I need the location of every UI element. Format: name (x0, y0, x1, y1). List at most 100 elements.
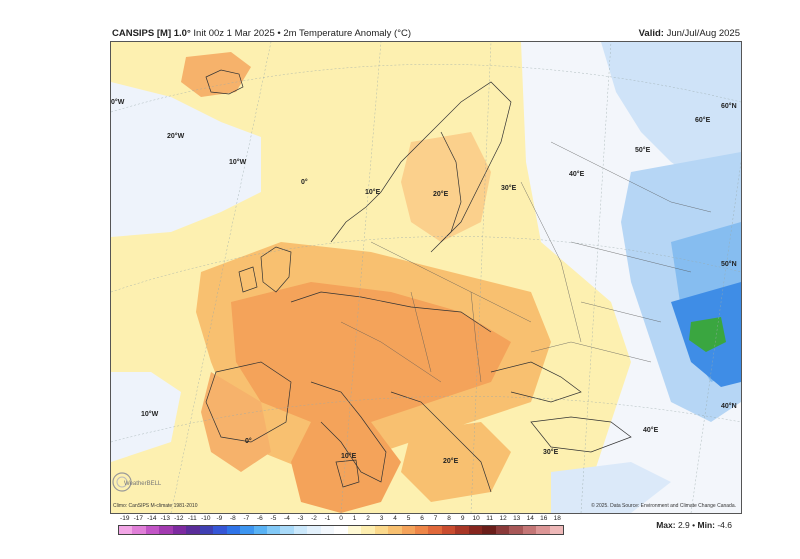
coord-label: 50°N (721, 260, 737, 268)
colorbar-swatch (213, 526, 227, 534)
colorbar-swatch (293, 526, 308, 534)
colorbar-swatch (240, 526, 254, 534)
warm-region-iberia (201, 372, 271, 472)
coord-label: 20°W (167, 132, 185, 140)
colorbar-swatches (118, 525, 564, 535)
neutral-region-atlantic (111, 82, 261, 237)
cool-region-southeast (551, 462, 671, 513)
stats-separator: • (692, 520, 696, 530)
coord-label: 40°E (569, 170, 585, 178)
colorbar-swatch (468, 526, 483, 534)
colorbar-swatch (361, 526, 375, 534)
colorbar-swatch (549, 526, 563, 534)
coord-label: 0° (301, 178, 308, 186)
map-canvas: 0°W 20°W 10°W 0° 10°E 20°E 30°E 40°E 50°… (111, 42, 741, 513)
init-description: Init 00z 1 Mar 2025 • 2m Temperature Ano… (193, 28, 412, 39)
colorbar-swatch (509, 526, 523, 534)
colorbar-tick-label: 14 (526, 515, 534, 522)
warm-region-iceland (181, 52, 251, 97)
colorbar-swatch (266, 526, 281, 534)
model-name: CANSIPS [M] 1.0° (112, 28, 191, 39)
colorbar-tick-label: 16 (540, 515, 548, 522)
colorbar-swatch (226, 526, 241, 534)
colorbar-swatch (334, 526, 348, 534)
valid-period: Valid: Jun/Jul/Aug 2025 (639, 26, 740, 42)
weatherbell-logo: WeatherBELL (112, 472, 162, 492)
coord-label: 60°E (695, 116, 711, 124)
colorbar-tick-label: 6 (420, 515, 424, 522)
colorbar-tick-label: 10 (472, 515, 480, 522)
colorbar-swatch (320, 526, 335, 534)
colorbar-tick-label: 8 (447, 515, 451, 522)
cool-region-northeast (601, 42, 741, 182)
coord-label: 10°W (229, 158, 247, 166)
map-title: CANSIPS [M] 1.0° Init 00z 1 Mar 2025 • 2… (112, 26, 411, 42)
warm-region-balkans (401, 422, 511, 502)
colorbar-tick-label: 3 (379, 515, 384, 522)
colorbar-tick-label: -4 (284, 515, 290, 522)
min-label: Min: (697, 520, 715, 530)
colorbar-swatch (119, 526, 133, 534)
coord-label: 20°E (433, 190, 449, 198)
max-value: 2.9 (677, 520, 690, 530)
colorbar-swatch (428, 526, 442, 534)
colorbar-tick-label: 13 (513, 515, 521, 522)
colorbar-tick-label: -14 (147, 515, 157, 522)
map-header: CANSIPS [M] 1.0° Init 00z 1 Mar 2025 • 2… (112, 26, 740, 42)
coastlines (205, 69, 632, 493)
colorbar-swatch (199, 526, 214, 534)
colorbar-swatch (145, 526, 160, 534)
colorbar-tick-label: -1 (324, 515, 331, 522)
colorbar-swatch (186, 526, 200, 534)
colorbar-tick-label: -19 (120, 515, 130, 522)
colorbar-tick-label: 7 (433, 515, 438, 522)
minimum-anomaly-region (689, 317, 726, 352)
colorbar-tick-label: -10 (201, 515, 211, 522)
valid-label: Valid: (638, 28, 664, 39)
colorbar-swatch (522, 526, 537, 534)
coord-label: 10°E (365, 188, 381, 196)
colorbar-swatch (307, 526, 321, 534)
neutral-region-sw-atlantic (111, 372, 181, 462)
colorbar-swatch (374, 526, 389, 534)
coord-label: 20°E (443, 457, 459, 465)
colorbar-tick-label: -17 (133, 515, 143, 522)
graticule (111, 42, 741, 513)
coord-label: 0° (245, 437, 252, 445)
colorbar-tick-label: 5 (406, 515, 411, 522)
colorbar-tick-label: 4 (393, 515, 397, 522)
coord-label: 40°N (721, 402, 737, 410)
anomaly-map[interactable]: 0°W 20°W 10°W 0° 10°E 20°E 30°E 40°E 50°… (110, 41, 742, 514)
colorbar-tick-label: -2 (311, 515, 317, 522)
colorbar-swatch (414, 526, 429, 534)
data-source-note: © 2025. Data Source: Environment and Cli… (591, 503, 736, 509)
colorbar-swatch (388, 526, 402, 534)
coord-label: 10°W (141, 410, 159, 418)
max-label: Max: (656, 520, 676, 530)
colorbar-swatch (536, 526, 550, 534)
warm-region-scandinavia (401, 132, 491, 242)
colorbar-tick-label: -7 (243, 515, 250, 522)
colorbar-tick-labels: -19 -17 -14 -13 -12 -11 -10 -9 -8 -7 -6 -5 -4 -3 -2 -1 0… (118, 515, 564, 525)
colorbar-tick-label: -3 (297, 515, 304, 522)
climatology-note: Climo: CanSIPS M-climate 1981-2010 (113, 503, 198, 509)
coord-label: 0°W (111, 98, 125, 106)
warm-region-italy (291, 422, 401, 513)
colorbar-tick-label: 18 (553, 515, 561, 522)
colorbar-tick-label: 9 (460, 515, 465, 522)
colorbar-tick-label: -8 (229, 515, 236, 522)
min-value: -4.6 (717, 520, 732, 530)
valid-value: Jun/Jul/Aug 2025 (666, 28, 740, 39)
coord-label: 50°E (635, 146, 651, 154)
colorbar-swatch (441, 526, 456, 534)
colorbar-tick-label: -11 (187, 515, 197, 522)
svg-text:WeatherBELL: WeatherBELL (124, 481, 162, 487)
coord-label: 10°E (341, 452, 357, 460)
colorbar-tick-label: -12 (174, 515, 184, 522)
colorbar-tick-label: -9 (216, 515, 223, 522)
colorbar-tick-label: 1 (352, 515, 357, 522)
colorbar-swatch (455, 526, 469, 534)
colorbar-swatch (280, 526, 294, 534)
colorbar-swatch (172, 526, 187, 534)
coord-label: 40°E (643, 426, 659, 434)
